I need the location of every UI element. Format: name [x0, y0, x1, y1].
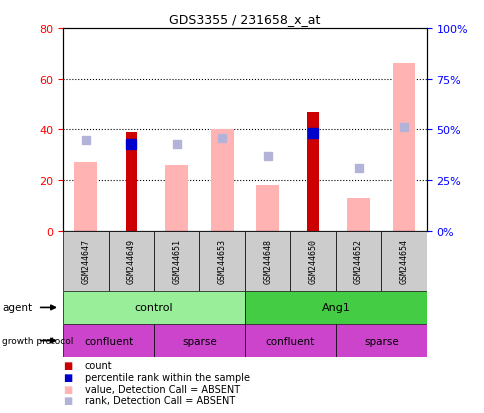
Text: ■: ■ [63, 384, 72, 394]
Text: GSM244652: GSM244652 [353, 239, 363, 284]
Bar [199, 231, 244, 291]
Text: value, Detection Call = ABSENT: value, Detection Call = ABSENT [85, 384, 240, 394]
Bar [244, 231, 290, 291]
Text: ■: ■ [63, 361, 72, 370]
Bar [63, 231, 108, 291]
Text: sparse: sparse [182, 336, 216, 346]
Bar [307, 112, 318, 231]
Text: Ang1: Ang1 [321, 303, 349, 313]
Text: GSM244653: GSM244653 [217, 239, 226, 284]
Text: agent: agent [2, 303, 32, 313]
Text: GSM244649: GSM244649 [126, 239, 136, 284]
Bar [211, 130, 233, 231]
Text: percentile rank within the sample: percentile rank within the sample [85, 372, 249, 382]
Text: confluent: confluent [265, 336, 315, 346]
Bar [125, 133, 136, 231]
Bar [153, 231, 199, 291]
Text: GSM244647: GSM244647 [81, 239, 90, 284]
Text: rank, Detection Call = ABSENT: rank, Detection Call = ABSENT [85, 395, 235, 405]
Bar [347, 198, 369, 231]
Bar [256, 186, 278, 231]
Text: GSM244648: GSM244648 [263, 239, 272, 284]
Bar [335, 231, 380, 291]
Bar [108, 231, 153, 291]
Text: GSM244651: GSM244651 [172, 239, 181, 284]
Text: GSM244654: GSM244654 [399, 239, 408, 284]
Text: ■: ■ [63, 395, 72, 405]
Bar [392, 64, 415, 231]
Bar [244, 324, 335, 357]
Text: growth protocol: growth protocol [2, 336, 74, 345]
Text: GSM244650: GSM244650 [308, 239, 317, 284]
Title: GDS3355 / 231658_x_at: GDS3355 / 231658_x_at [169, 13, 320, 26]
Text: confluent: confluent [84, 336, 133, 346]
Bar [74, 163, 97, 231]
Bar [380, 231, 426, 291]
Bar [153, 324, 244, 357]
Bar [165, 166, 188, 231]
Bar [63, 291, 244, 324]
Text: count: count [85, 361, 112, 370]
Bar [290, 231, 335, 291]
Text: ■: ■ [63, 372, 72, 382]
Bar [244, 291, 426, 324]
Bar [335, 324, 426, 357]
Bar [63, 324, 153, 357]
Text: control: control [135, 303, 173, 313]
Text: sparse: sparse [363, 336, 398, 346]
